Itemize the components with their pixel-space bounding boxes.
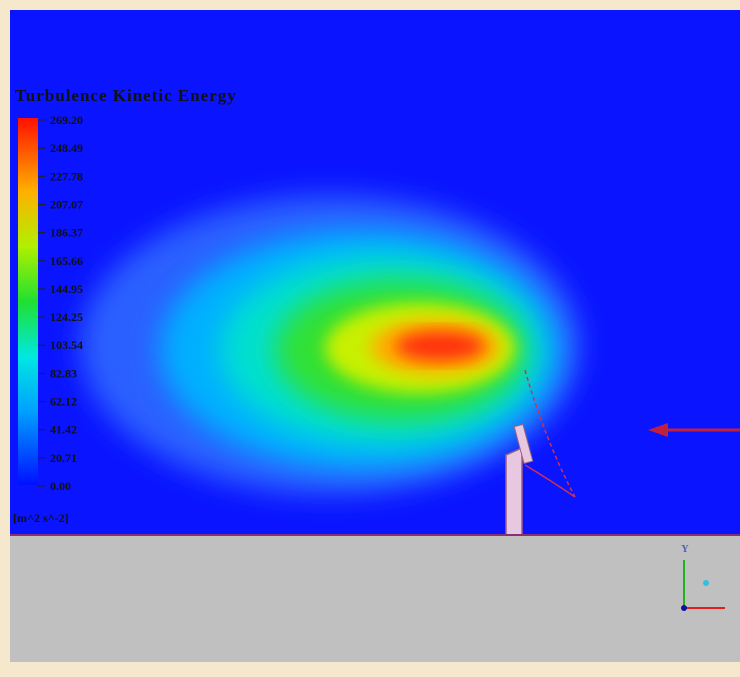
triad-label: Y <box>681 544 689 555</box>
legend-label: 0.00 <box>50 479 71 493</box>
legend-label: 20.71 <box>50 451 77 465</box>
legend-label: 207.07 <box>50 197 83 211</box>
legend-color-bar <box>18 118 38 485</box>
legend-label: 165.66 <box>50 254 83 268</box>
legend-label: 144.95 <box>50 282 83 296</box>
legend-label: 41.42 <box>50 423 77 437</box>
page: {"legend": {"title": "Turbulence Kinetic… <box>0 0 740 672</box>
legend-label: 186.37 <box>50 226 83 240</box>
legend-label: 62.12 <box>50 395 77 409</box>
ground <box>10 535 740 662</box>
legend-label: 248.49 <box>50 141 83 155</box>
viewport: Turbulence Kinetic Energy 269.20 248.49 22… <box>0 0 740 672</box>
legend-title: Turbulence Kinetic Energy <box>15 86 237 105</box>
legend-label: 82.83 <box>50 366 77 380</box>
legend-unit: [m^2 s^-2] <box>13 511 69 525</box>
legend-label: 124.25 <box>50 310 83 324</box>
legend-label: 269.20 <box>50 113 83 127</box>
legend-label: 103.54 <box>50 338 83 352</box>
legend-label: 227.78 <box>50 169 83 183</box>
tke-plume <box>80 195 580 495</box>
